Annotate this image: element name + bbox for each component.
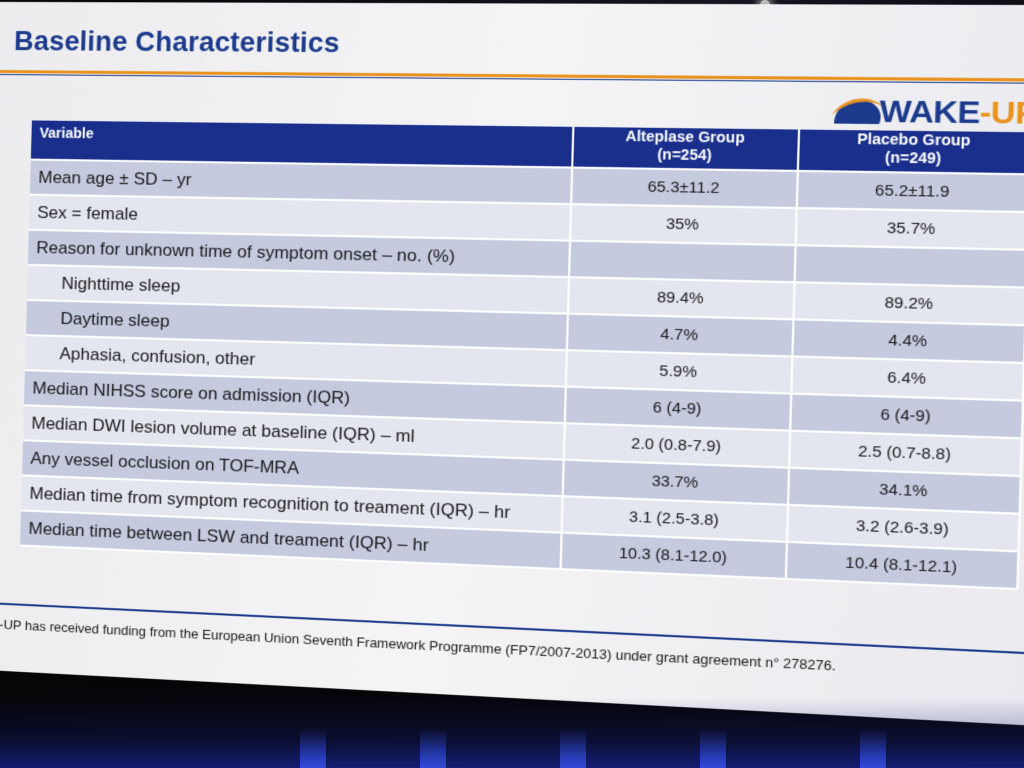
row-alteplase-value: 10.3 (8.1-12.0) xyxy=(561,533,787,579)
stage-light-bar xyxy=(700,728,726,768)
header-alteplase-n: (n=254) xyxy=(582,145,788,166)
header-placebo-n: (n=249) xyxy=(808,148,1020,169)
stage-light-bar xyxy=(560,728,586,768)
baseline-characteristics-table: Variable Alteplase Group (n=254) Placebo… xyxy=(20,120,1024,590)
stage-light-bar xyxy=(860,728,886,768)
header-alteplase: Alteplase Group (n=254) xyxy=(572,127,798,171)
row-alteplase-value: 65.3±11.2 xyxy=(571,168,797,208)
stage-lighting xyxy=(0,698,1024,768)
logo-text-main: WAKE xyxy=(879,94,980,130)
row-placebo-value: 65.2±11.9 xyxy=(796,171,1024,212)
header-placebo: Placebo Group (n=249) xyxy=(797,130,1024,175)
stage-light-bar xyxy=(420,728,446,768)
row-alteplase-value: 4.7% xyxy=(567,314,793,357)
row-alteplase-value: 89.4% xyxy=(568,277,794,319)
projected-slide: Baseline Characteristics WAKE-UP xyxy=(0,2,1024,730)
stage-light-bar xyxy=(300,728,326,768)
row-placebo-value xyxy=(794,245,1024,287)
row-alteplase-value xyxy=(569,241,795,283)
row-placebo-value: 35.7% xyxy=(795,208,1024,250)
baseline-table-container: Variable Alteplase Group (n=254) Placebo… xyxy=(20,120,1024,590)
logo-text-accent: -UP xyxy=(979,95,1024,131)
row-alteplase-value: 35% xyxy=(570,204,796,245)
slide-title: Baseline Characteristics xyxy=(14,26,340,59)
row-placebo-value: 4.4% xyxy=(792,319,1024,363)
row-placebo-value: 89.2% xyxy=(793,282,1024,325)
